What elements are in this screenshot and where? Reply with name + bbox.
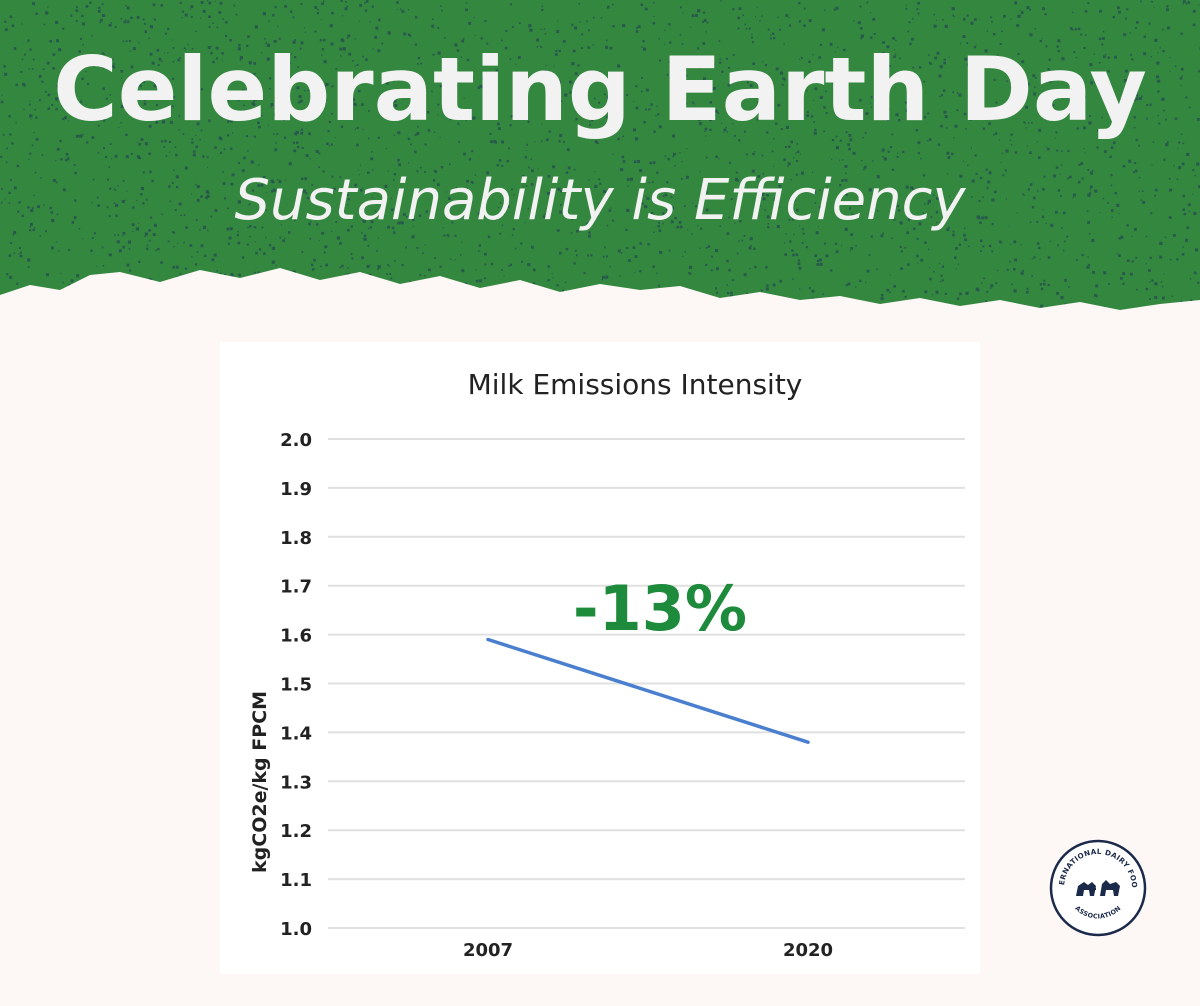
y-tick-label: 1.8 [280, 528, 312, 549]
y-tick-label: 1.2 [280, 821, 312, 842]
y-axis-label: kgCO2e/kg FPCM [249, 691, 271, 873]
series-lines [486, 637, 810, 744]
chart-panel: Milk Emissions Intensity kgCO2e/kg FPCM … [220, 342, 980, 974]
y-tick-label: 1.5 [280, 675, 312, 696]
y-tick-label: 1.1 [280, 870, 312, 891]
x-tick-label: 2020 [783, 940, 833, 961]
y-tick-label: 1.9 [280, 479, 312, 500]
chart-title: Milk Emissions Intensity [468, 368, 803, 401]
y-tick-label: 1.7 [280, 577, 312, 598]
x-tick-labels: 2007 2020 [463, 940, 833, 961]
y-tick-label: 1.3 [280, 772, 312, 793]
header-banner: Celebrating Earth Day Sustainability is … [0, 0, 1200, 340]
percent-change-annotation: -13% [573, 572, 747, 645]
page-title: Celebrating Earth Day [53, 38, 1147, 141]
page-subtitle: Sustainability is Efficiency [234, 168, 966, 233]
x-tick-label: 2007 [463, 940, 513, 961]
y-tick-label: 1.6 [280, 626, 312, 647]
idfa-logo: INTERNATIONAL DAIRY FOODS ASSOCIATION [1045, 831, 1148, 938]
y-tick-labels: 1.0 1.1 1.2 1.3 1.4 1.5 1.6 1.7 1.8 1.9 2.0 [280, 430, 312, 940]
y-tick-label: 1.0 [280, 919, 312, 940]
series-line [486, 637, 810, 744]
emissions-chart: Milk Emissions Intensity kgCO2e/kg FPCM … [249, 368, 965, 961]
y-tick-label: 2.0 [280, 430, 312, 451]
gridlines [328, 438, 965, 929]
logo-seal: INTERNATIONAL DAIRY FOODS ASSOCIATION [1045, 831, 1147, 937]
banner-background [0, 0, 1200, 310]
y-tick-label: 1.4 [280, 723, 312, 744]
cow-silhouette-icon [1076, 880, 1120, 896]
